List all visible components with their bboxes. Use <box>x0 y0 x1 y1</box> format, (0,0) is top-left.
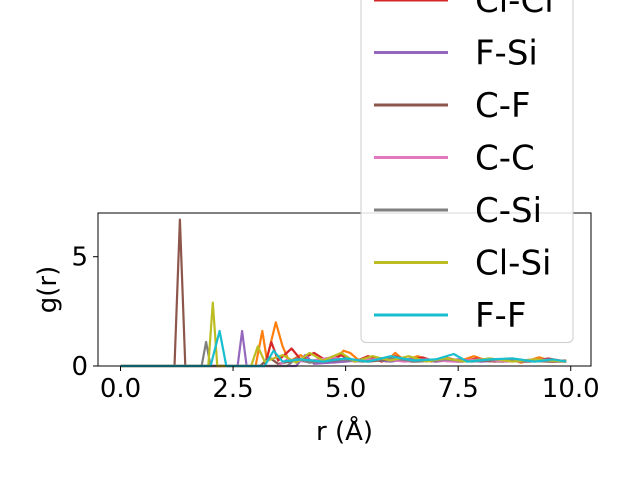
legend-label-f-si: F-Si <box>475 34 538 74</box>
y-tick-label: 5 <box>71 243 88 273</box>
legend-label-c-c: C-C <box>475 139 535 179</box>
y-tick-label: 0 <box>71 352 88 382</box>
legend-label-f-f: F-F <box>475 296 526 336</box>
x-tick-label: 10.0 <box>542 374 600 404</box>
x-tick-label: 2.5 <box>212 374 253 404</box>
axes-frame <box>97 212 592 367</box>
legend-box <box>360 0 574 343</box>
x-tick-label: 7.5 <box>438 374 479 404</box>
y-axis-label: g(r) <box>33 266 63 313</box>
legend: Cl-Cl F-Si C-F C-C C-Si Cl-Si F-F <box>360 0 574 343</box>
axis-ticks: 0.0 2.5 5.0 7.5 10.0 0 5 <box>71 243 599 404</box>
legend-label-cl-cl: Cl-Cl <box>475 0 554 21</box>
x-axis-label: r (Å) <box>316 415 373 447</box>
x-tick-label: 0.0 <box>100 374 141 404</box>
x-tick-label: 5.0 <box>325 374 366 404</box>
legend-label-c-si: C-Si <box>475 191 542 231</box>
legend-label-c-f: C-F <box>475 86 531 126</box>
legend-label-cl-si: Cl-Si <box>475 244 551 284</box>
